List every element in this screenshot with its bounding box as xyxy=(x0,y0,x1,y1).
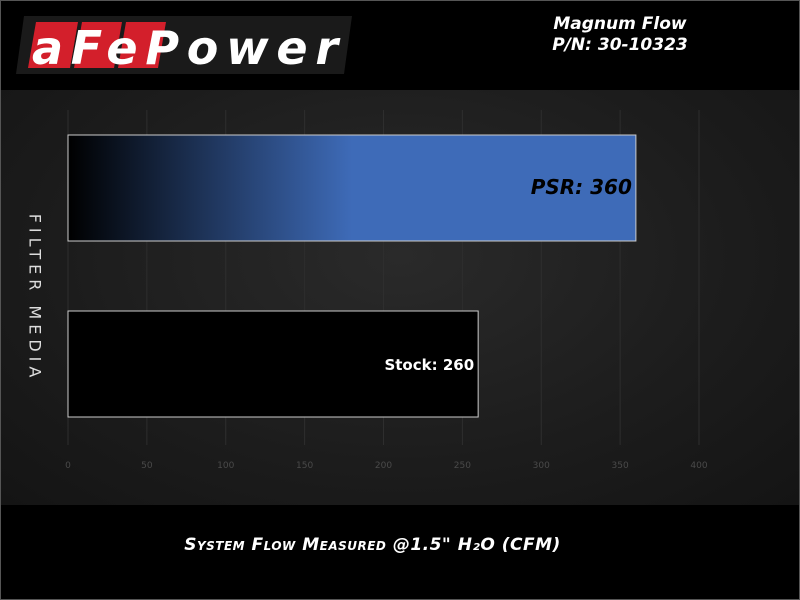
x-tick-label: 150 xyxy=(296,461,313,471)
x-tick-label: 250 xyxy=(454,461,471,471)
product-info: Magnum Flow P/N: 30-10323 xyxy=(520,14,720,56)
data-label: Stock: 260 xyxy=(384,356,474,374)
header: aFePower Magnum Flow P/N: 30-10323 xyxy=(0,0,800,90)
data-label: PSR: 360 xyxy=(531,175,632,199)
bar-stock xyxy=(67,310,479,418)
x-tick-label: 200 xyxy=(375,461,392,471)
x-tick-label: 300 xyxy=(533,461,550,471)
afe-power-logo: aFePower xyxy=(16,16,352,75)
svg-text:aFePower: aFePower xyxy=(32,21,341,75)
product-name: Magnum Flow xyxy=(553,14,687,34)
x-tick-label: 50 xyxy=(141,461,153,471)
bar-psr xyxy=(67,134,637,242)
part-number: P/N: 30-10323 xyxy=(552,35,688,55)
x-tick-label: 0 xyxy=(65,461,71,471)
x-tick-label: 400 xyxy=(690,461,707,471)
footer xyxy=(0,505,800,600)
x-tick-label: 350 xyxy=(612,461,629,471)
x-tick-label: 100 xyxy=(217,461,234,471)
x-axis-label: System Flow Measured @1.5" H₂O (CFM) xyxy=(184,535,561,555)
